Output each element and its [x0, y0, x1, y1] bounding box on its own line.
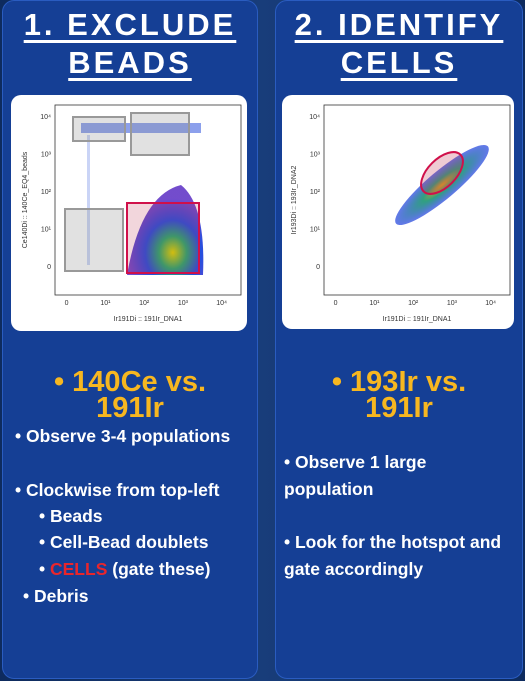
x-axis-label: Ir191Di :: 191Ir_DNA1 [114, 316, 183, 323]
panel-title: BEADS [68, 45, 192, 80]
gate [130, 112, 190, 156]
x-tick-label: 10⁴ [216, 300, 227, 307]
bullet-text: • Debris [23, 586, 89, 606]
bullet: • Cell-Bead doublets [39, 529, 249, 556]
bullet: • Observe 3-4 populations [15, 423, 255, 450]
y-tick-label: 10⁴ [40, 114, 51, 121]
heading: 191Ir [96, 392, 164, 424]
y-tick-label: 10⁴ [309, 114, 320, 121]
bullet-text: • Observe 3-4 populations [15, 426, 231, 446]
gate [64, 208, 124, 272]
bullet-text: • [39, 559, 50, 579]
x-axis-label: Ir191Di :: 191Ir_DNA1 [383, 316, 452, 323]
x-tick-label: 10⁴ [485, 300, 496, 307]
y-axis-label: Ir193Di :: 193Ir_DNA2 [291, 165, 298, 234]
x-tick-label: 10¹ [100, 300, 111, 307]
x-tick-label: 0 [65, 300, 69, 307]
cells-gate [126, 202, 200, 274]
x-tick-label: 0 [334, 300, 338, 307]
highlight: CELLS [50, 559, 108, 579]
y-tick-label: 10¹ [41, 227, 52, 234]
bullet: • Clockwise from top-left [15, 477, 255, 504]
bullet: • Beads [39, 503, 249, 530]
plot-frame [54, 104, 242, 296]
scatter [87, 135, 90, 265]
x-tick-label: 10³ [447, 300, 458, 307]
y-tick-label: 0 [47, 264, 51, 271]
panel: 2. IDENTIFY CELLS 10⁴ 10³ 10² 10¹ 0 0 10¹ 10² 10… [275, 0, 523, 679]
bullet-text: • Cell-Bead doublets [39, 532, 209, 552]
bullet: • Look for the hotspot and gate accordin… [284, 529, 504, 583]
y-tick-label: 10² [310, 189, 321, 196]
x-tick-label: 10² [139, 300, 150, 307]
bullet-text: (gate these) [107, 559, 211, 579]
heading: 191Ir [365, 392, 433, 424]
plot-frame [323, 104, 511, 296]
bead-band [81, 123, 201, 133]
plot-card: 10⁴ 10³ 10² 10¹ 0 0 10¹ 10² 10³ 10⁴ Ir191Di :: 191… [282, 95, 514, 329]
y-tick-label: 0 [316, 264, 320, 271]
panel-title: 2. IDENTIFY [294, 7, 504, 42]
bullet: • CELLS (gate these) [39, 556, 249, 583]
bullet: • Observe 1 large population [284, 449, 504, 503]
panel-title: CELLS [340, 45, 458, 80]
density [395, 144, 489, 226]
heading: • 140Ce vs. [53, 366, 207, 398]
x-tick-label: 10³ [178, 300, 189, 307]
bullet-text: • Look for the hotspot and gate accordin… [284, 532, 502, 579]
y-tick-label: 10³ [41, 152, 52, 159]
y-tick-label: 10² [41, 189, 52, 196]
panel-title: 1. EXCLUDE [23, 7, 237, 42]
plot-card: 10⁴ 10³ 10² 10¹ 0 0 10¹ 10² 10³ 10⁴ Ir191Di :: 191… [11, 95, 247, 331]
panel: 1. EXCLUDE BEADS 10⁴ 10³ 10² 10¹ 0 0 10¹ 10² 10³… [2, 0, 258, 679]
cells-gate [420, 151, 464, 195]
y-tick-label: 10¹ [310, 227, 321, 234]
x-tick-label: 10² [408, 300, 419, 307]
gate [72, 116, 126, 142]
bullet-text: • Clockwise from top-left [15, 480, 220, 500]
bullet-text: • Observe 1 large population [284, 452, 427, 499]
bullet: • Debris [23, 583, 253, 610]
density [127, 185, 204, 275]
bullet-text: • Beads [39, 506, 103, 526]
heading: • 193Ir vs. [331, 366, 467, 398]
y-axis-label: Ce140Di :: 140Ce_EQ4_beads [22, 151, 29, 248]
y-tick-label: 10³ [310, 152, 321, 159]
x-tick-label: 10¹ [369, 300, 380, 307]
